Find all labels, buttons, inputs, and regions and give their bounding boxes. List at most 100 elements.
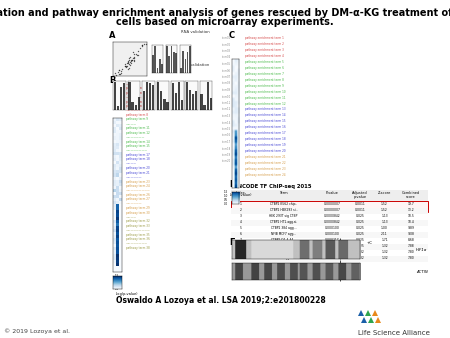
Bar	[184, 59, 186, 73]
Text: C: C	[229, 31, 235, 40]
Point	[139, 43, 146, 48]
Text: 19.7: 19.7	[408, 202, 414, 206]
Bar	[171, 46, 172, 73]
Text: Life Science Alliance: Life Science Alliance	[358, 330, 430, 336]
Text: 8.68: 8.68	[408, 238, 414, 242]
Text: term02: term02	[222, 43, 231, 47]
Bar	[160, 91, 162, 110]
Point	[131, 51, 138, 56]
Text: pathway term 3: pathway term 3	[126, 91, 148, 95]
Text: term06: term06	[222, 69, 231, 72]
Text: 0.000100: 0.000100	[324, 232, 339, 236]
Text: 9.89: 9.89	[408, 226, 414, 230]
Text: term10: term10	[222, 95, 231, 98]
Text: CTBP2 D1 4-44...: CTBP2 D1 4-44...	[271, 238, 296, 242]
Point	[122, 64, 130, 70]
Text: pathway term 27: pathway term 27	[126, 197, 150, 201]
Bar	[180, 68, 182, 73]
Text: 0.0011: 0.0011	[355, 202, 365, 206]
Text: pathway enrichment term 11: pathway enrichment term 11	[245, 96, 286, 100]
Point	[125, 58, 132, 64]
Text: 9: 9	[239, 250, 242, 254]
Polygon shape	[375, 317, 381, 323]
Text: term18: term18	[222, 146, 231, 150]
Text: HIF1α: HIF1α	[416, 248, 427, 252]
Point	[138, 43, 145, 49]
Text: pathway term 11: pathway term 11	[126, 126, 150, 130]
Text: pathway term 15: pathway term 15	[126, 144, 149, 148]
Text: CTBP2 384 agg...: CTBP2 384 agg...	[271, 226, 296, 230]
Text: pathway term 26: pathway term 26	[126, 193, 150, 197]
Text: 1.32: 1.32	[381, 244, 388, 248]
Point	[122, 63, 129, 69]
Text: 7.80: 7.80	[408, 250, 414, 254]
Text: 5: 5	[239, 226, 242, 230]
Text: term14: term14	[222, 121, 231, 124]
Point	[111, 71, 118, 76]
Text: pathway enrichment term 13: pathway enrichment term 13	[245, 107, 286, 112]
Bar	[120, 87, 122, 110]
Point	[125, 55, 132, 60]
Text: 2: 2	[239, 208, 242, 212]
Point	[127, 59, 134, 65]
Text: pathway enrichment term 12: pathway enrichment term 12	[245, 101, 286, 105]
Bar	[203, 105, 206, 110]
Text: 1.5: 1.5	[224, 190, 228, 194]
Text: ——————: ——————	[126, 175, 143, 179]
Text: term11: term11	[222, 101, 231, 105]
Point	[140, 41, 148, 47]
Point	[130, 58, 138, 64]
Text: pathway enrichment term 1: pathway enrichment term 1	[245, 36, 284, 40]
Bar	[231, 220, 428, 225]
Text: +C: +C	[367, 241, 373, 245]
Text: —————————: —————————	[126, 108, 151, 113]
Text: 0.5: 0.5	[115, 283, 119, 287]
Text: 0.000305: 0.000305	[324, 244, 339, 248]
Text: 0.025: 0.025	[356, 214, 364, 218]
Text: 13.2: 13.2	[408, 208, 414, 212]
Text: NFIB MCF7 agg...: NFIB MCF7 agg...	[271, 232, 296, 236]
Text: ACTIN: ACTIN	[416, 270, 428, 274]
Text: pathway term 17: pathway term 17	[126, 153, 150, 157]
Text: ——————: ——————	[126, 202, 143, 206]
Text: -log(p-value): -log(p-value)	[116, 292, 139, 296]
Text: term12: term12	[222, 107, 231, 112]
Bar	[181, 100, 183, 110]
Text: 0.0: 0.0	[115, 287, 119, 291]
Text: pathway enrichment term 24: pathway enrichment term 24	[245, 173, 286, 177]
Point	[128, 58, 135, 64]
Text: pathway enrichment term 19: pathway enrichment term 19	[245, 143, 286, 147]
Bar	[187, 52, 189, 73]
Text: 4: 4	[239, 220, 242, 224]
Text: term16: term16	[222, 134, 231, 138]
Point	[126, 54, 134, 59]
Point	[130, 49, 137, 54]
Text: pathway enrichment term 20: pathway enrichment term 20	[245, 149, 285, 153]
Bar	[192, 94, 194, 110]
Bar	[195, 91, 198, 110]
Bar	[210, 98, 212, 110]
Point	[137, 45, 144, 50]
Text: -log(p-value): -log(p-value)	[230, 193, 252, 197]
Text: term13: term13	[222, 114, 231, 118]
Bar	[131, 102, 134, 110]
Bar	[207, 82, 209, 110]
Text: 0.000305: 0.000305	[324, 250, 339, 254]
Text: Oswaldo A Lozoya et al. LSA 2019;2:e201800228: Oswaldo A Lozoya et al. LSA 2019;2:e2018…	[116, 296, 326, 305]
Polygon shape	[368, 317, 374, 323]
Text: pathway enrichment term 4: pathway enrichment term 4	[245, 54, 284, 58]
Text: term07: term07	[222, 75, 231, 79]
Text: 6: 6	[239, 232, 242, 236]
Text: ———————: ———————	[126, 135, 145, 139]
Text: B: B	[109, 76, 115, 85]
Bar	[189, 90, 191, 110]
Text: pathway term 5: pathway term 5	[126, 100, 148, 104]
Text: Index: Index	[236, 191, 245, 195]
Bar	[231, 232, 428, 238]
Text: term08: term08	[222, 81, 231, 86]
Bar	[168, 56, 170, 73]
Text: pathway enrichment term 3: pathway enrichment term 3	[245, 48, 284, 52]
Text: 0.032: 0.032	[356, 250, 364, 254]
Bar	[114, 82, 116, 110]
Text: pathway term 36: pathway term 36	[126, 237, 150, 241]
